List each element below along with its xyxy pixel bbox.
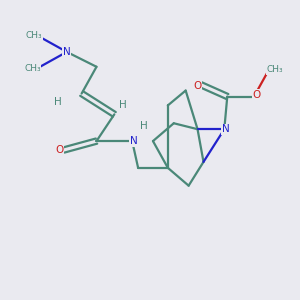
Text: H: H	[54, 98, 62, 107]
Text: O: O	[253, 90, 261, 100]
Text: CH₃: CH₃	[26, 31, 42, 40]
Text: H: H	[140, 121, 148, 131]
Text: N: N	[63, 47, 71, 57]
Text: CH₃: CH₃	[266, 65, 283, 74]
Text: N: N	[130, 136, 137, 146]
Text: H: H	[119, 100, 127, 110]
Text: O: O	[55, 145, 64, 155]
Text: O: O	[194, 81, 202, 91]
Text: CH₃: CH₃	[24, 64, 41, 73]
Text: N: N	[222, 124, 230, 134]
